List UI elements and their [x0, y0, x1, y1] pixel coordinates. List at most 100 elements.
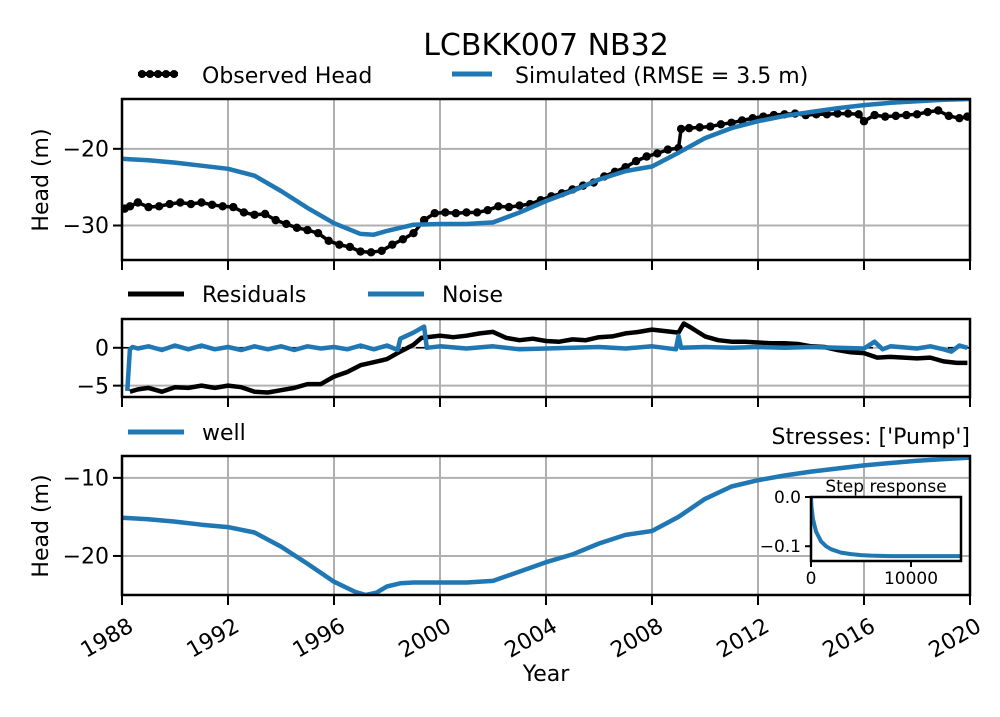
data-point-observed	[843, 109, 853, 118]
data-point-observed	[356, 247, 365, 256]
data-point-observed	[663, 145, 673, 154]
legend-observed-marker	[162, 70, 170, 78]
data-point-observed	[944, 111, 953, 121]
x-tick-label: 1996	[289, 614, 350, 664]
data-point-observed	[504, 202, 514, 212]
stresses-label: Stresses: ['Pump']	[772, 425, 971, 450]
chart-title: LCBKK007 NB32	[423, 28, 669, 63]
series-group	[125, 321, 969, 395]
data-point-observed	[197, 198, 206, 207]
x-tick-label: 1988	[77, 614, 138, 664]
legend-observed-marker	[138, 70, 146, 78]
data-point-observed	[260, 209, 270, 219]
data-point-observed	[854, 110, 863, 119]
legend-noise-label: Noise	[442, 283, 503, 308]
data-point-observed	[313, 228, 323, 238]
x-tick-label: 1992	[183, 614, 244, 664]
legend-well: well	[128, 421, 246, 446]
legend-observed-marker	[146, 70, 154, 78]
data-point-observed	[430, 209, 439, 218]
data-point-observed	[472, 208, 482, 217]
series-group	[122, 99, 970, 257]
axes-frame	[809, 495, 963, 563]
panel-residuals: 0 −5	[77, 317, 972, 407]
y-tick-label: 0.0	[774, 488, 801, 508]
data-point-observed	[891, 111, 900, 121]
y-tick-label: 0	[95, 336, 109, 361]
legend-head: Observed Head Simulated (RMSE = 3.5 m)	[138, 64, 808, 89]
data-point-observed	[833, 109, 842, 118]
data-point-observed	[239, 208, 249, 217]
data-point-observed	[642, 152, 651, 161]
data-point-observed	[912, 110, 922, 119]
data-point-observed	[409, 228, 418, 238]
y-tick-label: −20	[63, 545, 109, 570]
y-tick-label: −10	[63, 467, 109, 492]
data-point-observed	[186, 199, 196, 209]
data-point-observed	[218, 202, 227, 211]
series-line-residuals	[129, 321, 968, 395]
panel-step: 0.0 −0.10 10000	[760, 488, 963, 589]
x-tick-label: 2016	[819, 614, 880, 664]
panel-head: −20 −30	[63, 97, 972, 270]
x-tick-label: 2020	[925, 614, 986, 664]
data-point-observed	[934, 106, 943, 115]
data-point-observed	[388, 240, 397, 249]
data-point-observed	[324, 236, 333, 246]
data-point-observed	[345, 242, 355, 252]
series-group	[122, 456, 970, 595]
x-axis-label: Year	[522, 662, 571, 687]
data-point-observed	[165, 199, 174, 209]
data-point-observed	[653, 149, 662, 158]
data-point-observed	[462, 208, 471, 217]
data-point-observed	[292, 223, 302, 232]
data-point-observed	[676, 124, 686, 134]
legend-residuals-label: Residuals	[202, 283, 306, 308]
data-point-observed	[282, 219, 291, 229]
legend-residuals: Residuals Noise	[128, 283, 503, 308]
data-point-observed	[881, 112, 890, 121]
data-point-observed	[483, 205, 492, 215]
data-point-observed	[133, 198, 143, 207]
data-point-observed	[377, 246, 386, 255]
series-line-step-response	[811, 497, 961, 559]
data-point-observed	[335, 240, 344, 249]
y-axis-label-well: Head (m)	[29, 474, 54, 577]
legend-well-label: well	[202, 421, 246, 446]
data-point-observed	[125, 202, 135, 211]
data-point-observed	[684, 123, 694, 133]
data-point-observed	[631, 156, 641, 166]
data-point-observed	[716, 120, 726, 129]
series-line-simulated-rmse-3-5-m	[122, 99, 970, 237]
legend-observed-marker	[154, 70, 162, 78]
data-point-observed	[902, 110, 911, 120]
x-tick-label: 2000	[395, 614, 456, 664]
data-point-observed	[870, 110, 879, 120]
legend-observed-marker	[170, 70, 178, 78]
data-point-observed	[229, 202, 238, 212]
data-point-observed	[303, 225, 312, 235]
data-point-observed	[515, 201, 524, 210]
data-point-observed	[398, 235, 408, 244]
data-point-observed	[494, 202, 503, 211]
series-line-well	[122, 456, 970, 595]
x-tick-label: 10000	[884, 569, 938, 589]
series-group	[811, 497, 961, 559]
data-point-observed	[271, 215, 280, 225]
x-tick-label: 0	[806, 569, 817, 589]
data-point-observed	[176, 198, 185, 207]
data-point-observed	[955, 113, 964, 123]
series-line-noise	[125, 324, 969, 392]
x-tick-label: 2008	[607, 614, 668, 664]
x-tick-label: 2012	[713, 614, 774, 664]
y-tick-label: −0.1	[760, 537, 801, 557]
legend-simulated-label: Simulated (RMSE = 3.5 m)	[515, 64, 808, 89]
x-tick-label: 2004	[501, 614, 562, 664]
data-point-observed	[144, 202, 153, 212]
data-point-observed	[923, 107, 932, 117]
data-point-observed	[963, 112, 970, 121]
data-point-observed	[706, 122, 715, 131]
data-point-observed	[859, 117, 869, 126]
legend-observed-label: Observed Head	[202, 64, 372, 89]
